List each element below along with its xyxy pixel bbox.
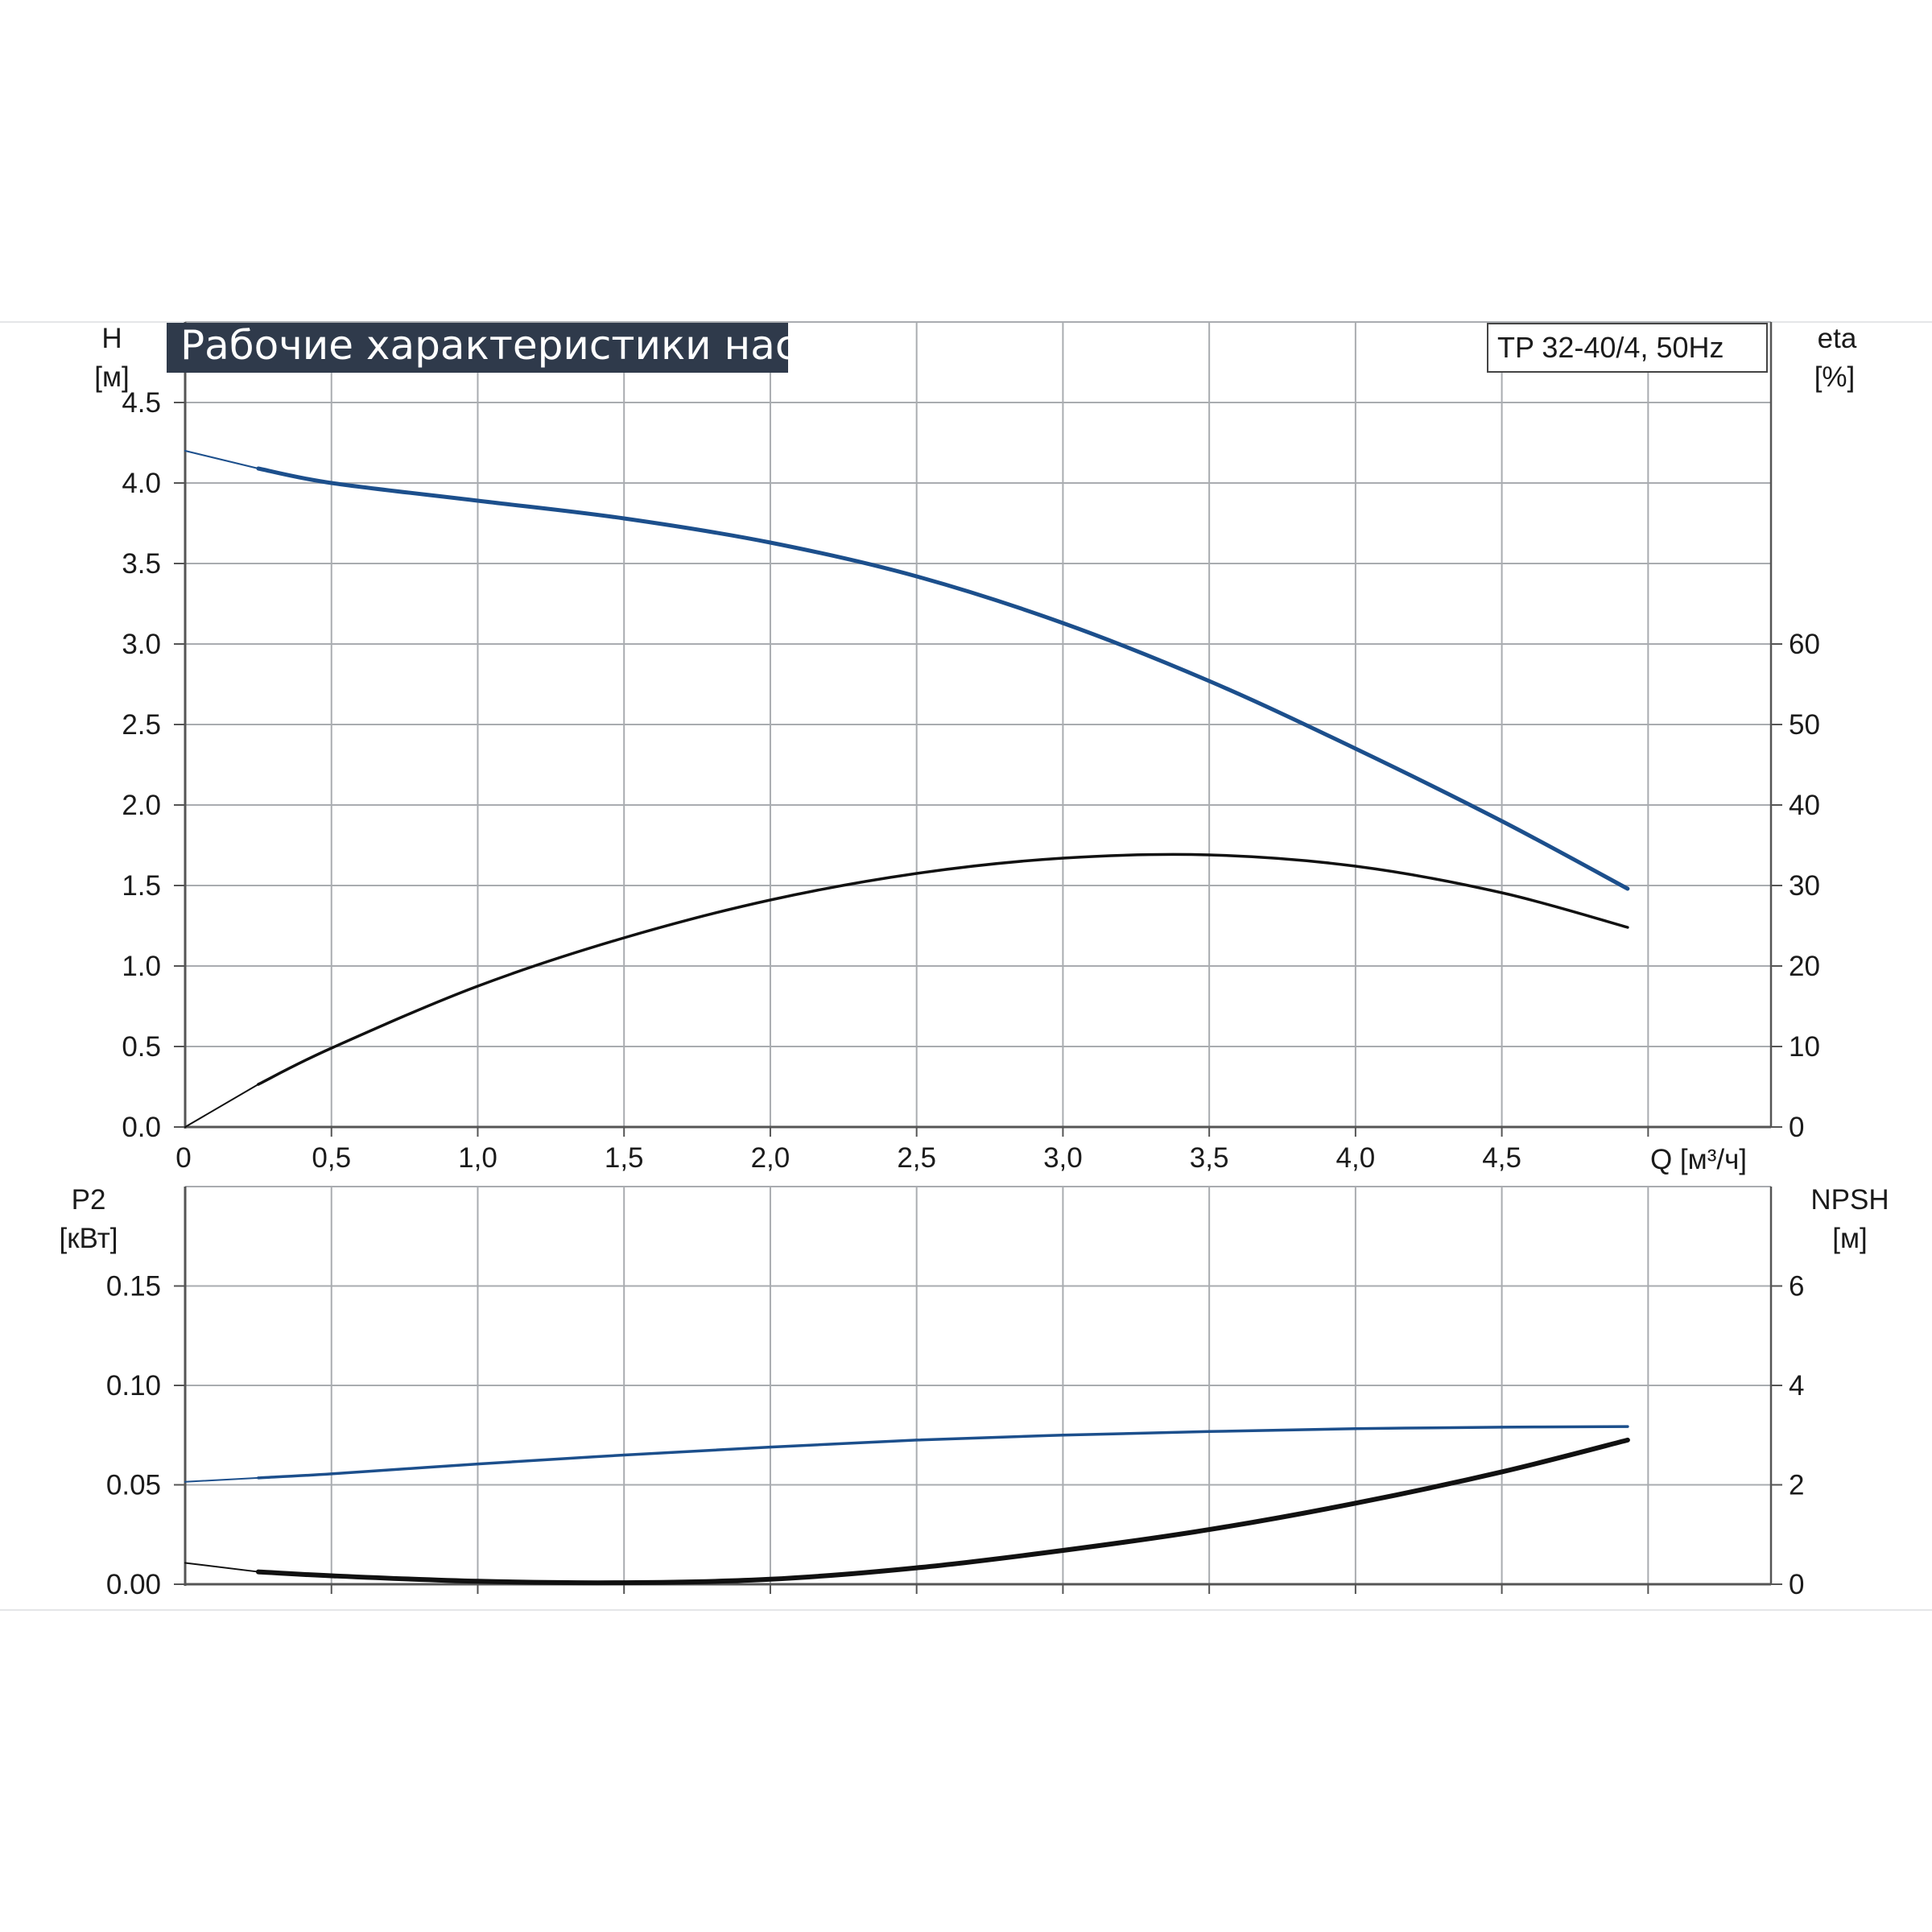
npsh-axis-label: NPSH: [1810, 1184, 1889, 1216]
x-tick-label: 0,5: [312, 1142, 351, 1174]
q-axis-label: Q [м³/ч]: [1650, 1144, 1747, 1175]
top-right-tick-label: 40: [1789, 790, 1820, 821]
p2-axis-label: P2: [72, 1184, 106, 1216]
top-series-1-curve: [256, 466, 1630, 891]
eta-axis-unit: [%]: [1814, 361, 1856, 393]
x-tick-label: 4,0: [1336, 1142, 1376, 1174]
top-left-tick-label: 2.0: [122, 790, 161, 821]
top-right-tick-label: 10: [1789, 1031, 1820, 1063]
bottom-series-1-lead-line: [184, 1476, 259, 1483]
bottom-left-tick-label: 0.15: [106, 1271, 161, 1302]
top-left-tick-label: 4.5: [122, 387, 161, 419]
top-right-tick-label: 50: [1789, 709, 1820, 741]
top-right-tick-label: 0: [1789, 1112, 1804, 1143]
x-tick-label: 1,5: [605, 1142, 644, 1174]
bottom-right-tick-label: 2: [1789, 1470, 1804, 1501]
h-axis-label: H: [101, 323, 122, 354]
h-axis-unit: [м]: [94, 361, 130, 393]
top-left-tick-label: 0.0: [122, 1112, 161, 1143]
x-tick-label: 3,5: [1190, 1142, 1229, 1174]
bottom-left-tick-label: 0.05: [106, 1470, 161, 1501]
x-tick-label: 2,5: [897, 1142, 936, 1174]
top-left-tick-label: 1.5: [122, 870, 161, 902]
bottom-panel: 0.00 0.05 0.10 0.15 0 2 4 6: [106, 1186, 1804, 1600]
chart-title: Рабочие характеристики насоса: [167, 322, 869, 373]
top-left-tick-label: 4.0: [122, 468, 161, 499]
model-label-box: [1487, 323, 1768, 373]
bottom-right-tick-label: 4: [1789, 1370, 1804, 1402]
x-tick-label: 3,0: [1043, 1142, 1083, 1174]
top-right-tick-label: 20: [1789, 951, 1820, 982]
bottom-series-2-curve: [255, 1437, 1630, 1586]
top-series-2-curve: [257, 852, 1629, 1086]
npsh-axis-unit: [м]: [1832, 1223, 1868, 1254]
top-left-tick-label: 0.5: [122, 1031, 161, 1063]
x-tick-label: 2,0: [751, 1142, 791, 1174]
top-left-tick-label: 3.0: [122, 629, 161, 660]
x-tick-label: 1,0: [458, 1142, 497, 1174]
top-panel: 0.0 0.5 1.0 1.5 2.0 2.5 3.0 3.5 4.0 4.5 0 10 20 30 40 5…: [122, 321, 1820, 1174]
bottom-right-tick-label: 0: [1789, 1569, 1804, 1600]
eta-axis-label: eta: [1818, 323, 1857, 354]
top-right-tick-label: 30: [1789, 870, 1820, 902]
bottom-right-tick-label: 6: [1789, 1271, 1804, 1302]
model-label: TP 32-40/4, 50Hz: [1487, 323, 1768, 373]
top-left-tick-label: 3.5: [122, 548, 161, 580]
top-series-1-lead-line: [184, 450, 259, 469]
top-right-tick-label: 60: [1789, 629, 1820, 660]
top-left-tick-label: 2.5: [122, 709, 161, 741]
x-tick-label: 4,5: [1482, 1142, 1521, 1174]
model-label-text: TP 32-40/4, 50Hz: [1497, 331, 1724, 364]
top-series-2-lead-line: [184, 1084, 259, 1128]
bottom-series-2-lead-line: [184, 1562, 259, 1573]
chart-title-background: [167, 323, 788, 373]
bottom-left-tick-label: 0.00: [106, 1569, 161, 1600]
x-tick-label: 0: [175, 1142, 191, 1174]
bottom-series-1-curve: [257, 1425, 1629, 1480]
p2-axis-unit: [кВт]: [60, 1223, 118, 1254]
chart-title-text: Рабочие характеристики насоса: [180, 322, 869, 369]
bottom-left-tick-label: 0.10: [106, 1370, 161, 1402]
top-left-tick-label: 1.0: [122, 951, 161, 982]
